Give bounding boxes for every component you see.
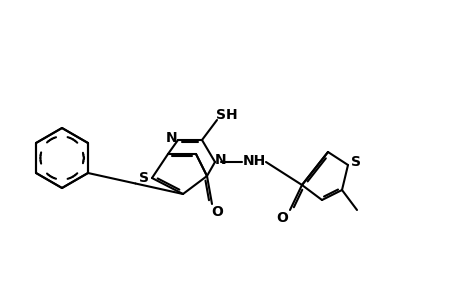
Text: N: N xyxy=(215,153,226,167)
Text: NH: NH xyxy=(242,154,265,168)
Text: N: N xyxy=(166,131,178,145)
Text: O: O xyxy=(211,205,223,219)
Text: SH: SH xyxy=(216,108,237,122)
Text: S: S xyxy=(139,171,149,185)
Text: S: S xyxy=(350,155,360,169)
Text: O: O xyxy=(275,211,287,225)
